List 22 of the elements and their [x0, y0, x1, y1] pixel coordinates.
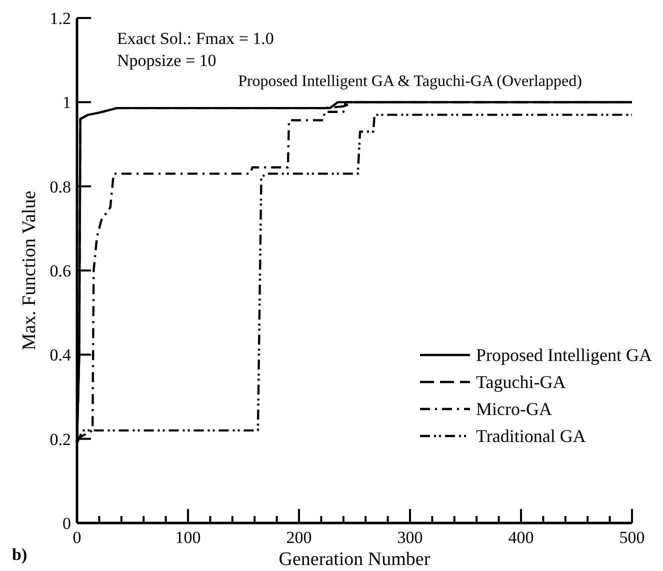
legend-label: Micro-GA	[476, 399, 552, 419]
x-tick-label: 200	[286, 528, 312, 547]
legend-label: Proposed Intelligent GA	[476, 345, 652, 365]
y-tick-label: 0	[62, 514, 71, 533]
y-axis-title: Max. Function Value	[19, 190, 40, 350]
y-tick-label: 0.6	[50, 262, 71, 280]
x-axis-title: Generation Number	[278, 549, 431, 570]
y-tick-label: 1.2	[50, 9, 71, 28]
x-tick-label: 100	[175, 528, 201, 547]
x-tick-label: 400	[508, 528, 534, 547]
y-tick-label: 0.8	[50, 177, 71, 196]
y-tick-label: 0.2	[50, 430, 71, 449]
annotation: Npopsize = 10	[117, 51, 216, 70]
legend-label: Traditional GA	[476, 426, 586, 446]
x-tick-label: 300	[397, 528, 423, 547]
annotation: Exact Sol.: Fmax = 1.0	[117, 29, 274, 48]
text: b)	[12, 545, 28, 564]
y-tick-label: 1	[62, 93, 71, 112]
x-tick-label: 500	[619, 528, 645, 547]
annotation: Proposed Intelligent GA & Taguchi-GA (Overlapped)	[238, 73, 582, 90]
y-tick-label: 0.4	[50, 346, 72, 365]
legend-label: Taguchi-GA	[476, 372, 566, 392]
